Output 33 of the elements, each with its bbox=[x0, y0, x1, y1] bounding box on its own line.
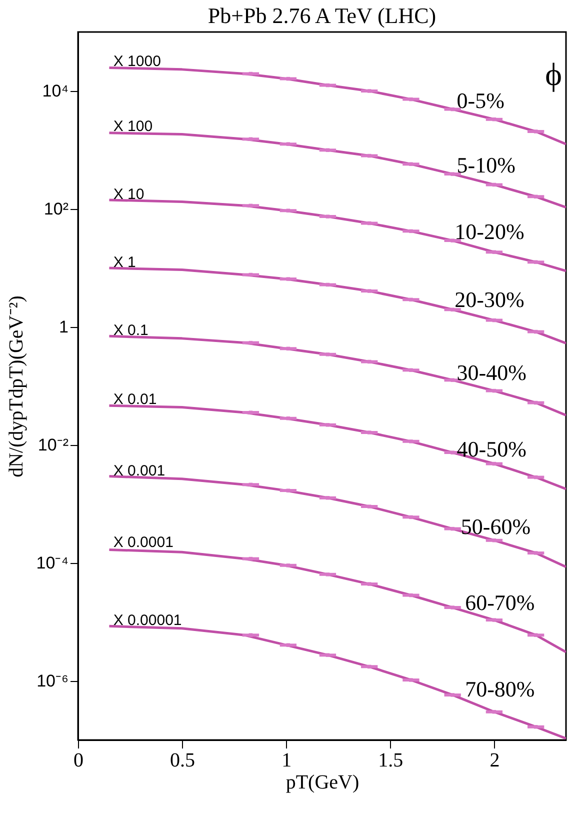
y-tick-label: 10⁻⁶ bbox=[36, 672, 68, 690]
y-tick-label: 1 bbox=[59, 318, 68, 336]
y-tick-label: 10⁴ bbox=[42, 82, 68, 100]
x-tick-label: 1.5 bbox=[378, 750, 404, 772]
y-tick-label: 10⁻⁴ bbox=[36, 554, 68, 572]
annotation: X 1 bbox=[113, 254, 136, 271]
annotation: X 0.0001 bbox=[113, 534, 174, 552]
annotation: 0-5% bbox=[456, 88, 504, 113]
chart-title: Pb+Pb 2.76 A TeV (LHC) bbox=[208, 3, 436, 28]
annotation: 50-60% bbox=[460, 514, 531, 539]
x-tick-label: 1 bbox=[282, 750, 292, 772]
y-axis-title: dN/(dypTdpT)(GeV⁻²) bbox=[5, 296, 28, 478]
annotation: 30-40% bbox=[456, 360, 526, 386]
annotation: X 10 bbox=[113, 186, 144, 203]
annotation: 5-10% bbox=[456, 152, 516, 178]
annotation: X 1000 bbox=[113, 53, 161, 70]
annotation: 70-80% bbox=[465, 676, 535, 702]
x-tick-label: 0.5 bbox=[170, 750, 196, 772]
annotation: X 100 bbox=[113, 118, 153, 135]
annotation: X 0.00001 bbox=[113, 612, 182, 630]
annotation: X 0.001 bbox=[113, 462, 166, 480]
annotation: 40-50% bbox=[456, 436, 526, 462]
annotation: X 0.1 bbox=[113, 322, 148, 340]
x-tick-label: 2 bbox=[490, 750, 500, 772]
annotation: X 0.01 bbox=[113, 390, 157, 408]
x-axis-title: pT(GeV) bbox=[286, 772, 360, 794]
annotation: 20-30% bbox=[454, 286, 524, 312]
annotation: 60-70% bbox=[465, 590, 535, 616]
y-tick-label: 10² bbox=[44, 200, 69, 218]
x-tick-label: 0 bbox=[74, 750, 84, 772]
annotation: 10-20% bbox=[454, 219, 524, 244]
annotation: ϕ bbox=[545, 56, 562, 92]
y-tick-label: 10⁻² bbox=[38, 436, 69, 454]
